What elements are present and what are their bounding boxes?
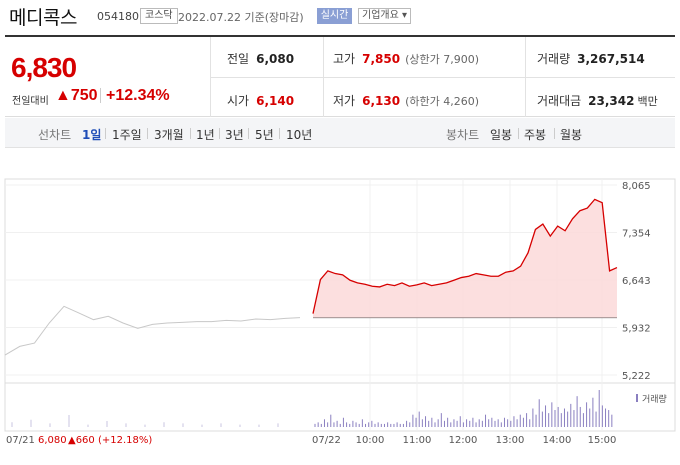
tab-daily-candle[interactable]: 일봉 [490,128,513,142]
y-tick-label: 6,643 [622,276,651,287]
tab-1-week[interactable]: 1주일 [112,128,142,142]
divider [105,128,106,139]
volume-legend-icon [636,394,638,402]
prev-day-change: ▲660 (+12.18%) [68,435,152,446]
volume: 거래량 3,267,514 [537,50,645,67]
x-tick-label: 07/22 [312,435,341,446]
divider [147,128,148,139]
divider [100,88,101,103]
today-price-line [312,198,618,314]
diff-percent: +12.34% [106,87,170,104]
price-summary: 6,830 전일대비 ▲750 +12.34% 전일 6,080 고가 7,850 (… [5,35,675,117]
x-tick-label: 14:00 [543,435,572,446]
tab-5-years[interactable]: 5년 [255,128,274,142]
volume-legend-label: 거래량 [642,393,667,405]
stock-name: 메디콕스 [9,7,77,29]
market-badge: 코스닥 [140,8,178,24]
lower-limit: (하한가 4,260) [405,95,479,108]
tab-1-year[interactable]: 1년 [196,128,215,142]
amount-value: 23,342 [588,94,635,108]
tab-weekly-candle[interactable]: 주봉 [524,128,547,142]
low-price: 저가 6,130 (하한가 4,260) [333,92,479,109]
line-chart-label: 선차트 [38,128,72,142]
tab-monthly-candle[interactable]: 월봉 [560,128,583,142]
stock-code: 054180 [97,10,139,23]
up-arrow-icon: ▲ [55,87,71,104]
x-tick-label: 07/21 [6,435,35,446]
prev-close-value: 6,080 [256,52,295,66]
prev-close-label: 전일 [227,52,250,66]
company-info-button[interactable]: 기업개요 ▾ [358,8,411,24]
candle-chart-label: 봉차트 [446,128,480,142]
x-tick-label: 10:00 [356,435,385,446]
amount-unit: 백만 [637,95,658,108]
volume-value: 3,267,514 [577,52,645,66]
divider [248,128,249,139]
chart-frame [4,178,676,432]
volume-label: 거래량 [537,52,571,66]
divider [219,128,220,139]
high-price: 고가 7,850 (상한가 7,900) [333,50,479,67]
open-label: 시가 [227,94,250,108]
tab-3-months[interactable]: 3개월 [154,128,184,142]
tab-10-years[interactable]: 10년 [286,128,313,142]
tab-1-day[interactable]: 1일 [82,128,102,142]
trade-amount: 거래대금 23,342 백만 [537,92,658,109]
high-label: 고가 [333,52,356,66]
tab-3-years[interactable]: 3년 [225,128,244,142]
prev-close: 전일 6,080 [227,50,294,67]
x-tick-label: 11:00 [403,435,432,446]
prev-day-close: 6,080 [38,435,67,446]
chart-tabs: 선차트 1일 1주일 3개월 1년 3년 5년 10년 봉차트 일봉 주봉 월봉 [5,118,675,148]
date-text: 2022.07.22 기준(장마감) [178,11,304,24]
low-value: 6,130 [362,94,401,108]
open-price: 시가 6,140 [227,92,294,109]
current-price: 6,830 [11,52,77,83]
diff-value: ▲750 [55,87,98,105]
x-tick-label: 13:00 [496,435,525,446]
low-label: 저가 [333,94,356,108]
divider [190,128,191,139]
upper-limit: (상한가 7,900) [405,53,479,66]
open-value: 6,140 [256,94,295,108]
x-tick-label: 12:00 [449,435,478,446]
divider [210,77,675,78]
stock-header: 메디콕스 054180 코스닥 2022.07.22 기준(장마감) 실시간 기… [0,0,680,32]
high-value: 7,850 [362,52,401,66]
y-tick-label: 8,065 [622,181,651,192]
divider [518,128,519,139]
y-tick-label: 5,222 [622,371,651,382]
y-tick-label: 7,354 [622,229,651,240]
diff-amount: 750 [70,87,98,104]
realtime-button[interactable]: 실시간 [317,8,352,24]
divider [554,128,555,139]
prev-day-line [4,305,301,356]
x-tick-label: 15:00 [588,435,617,446]
y-tick-label: 5,932 [622,324,651,335]
price-chart[interactable]: 8,065 7,354 6,643 5,932 5,222 거래량 07/21 07/22 10… [0,165,680,465]
divider [279,128,280,139]
today-area-fill [313,199,617,318]
diff-label: 전일대비 [12,96,49,107]
amount-label: 거래대금 [537,94,582,108]
